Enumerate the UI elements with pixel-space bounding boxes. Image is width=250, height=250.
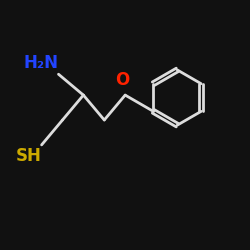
Text: H₂N: H₂N	[24, 54, 58, 72]
Text: O: O	[116, 71, 130, 89]
Text: SH: SH	[16, 148, 42, 166]
